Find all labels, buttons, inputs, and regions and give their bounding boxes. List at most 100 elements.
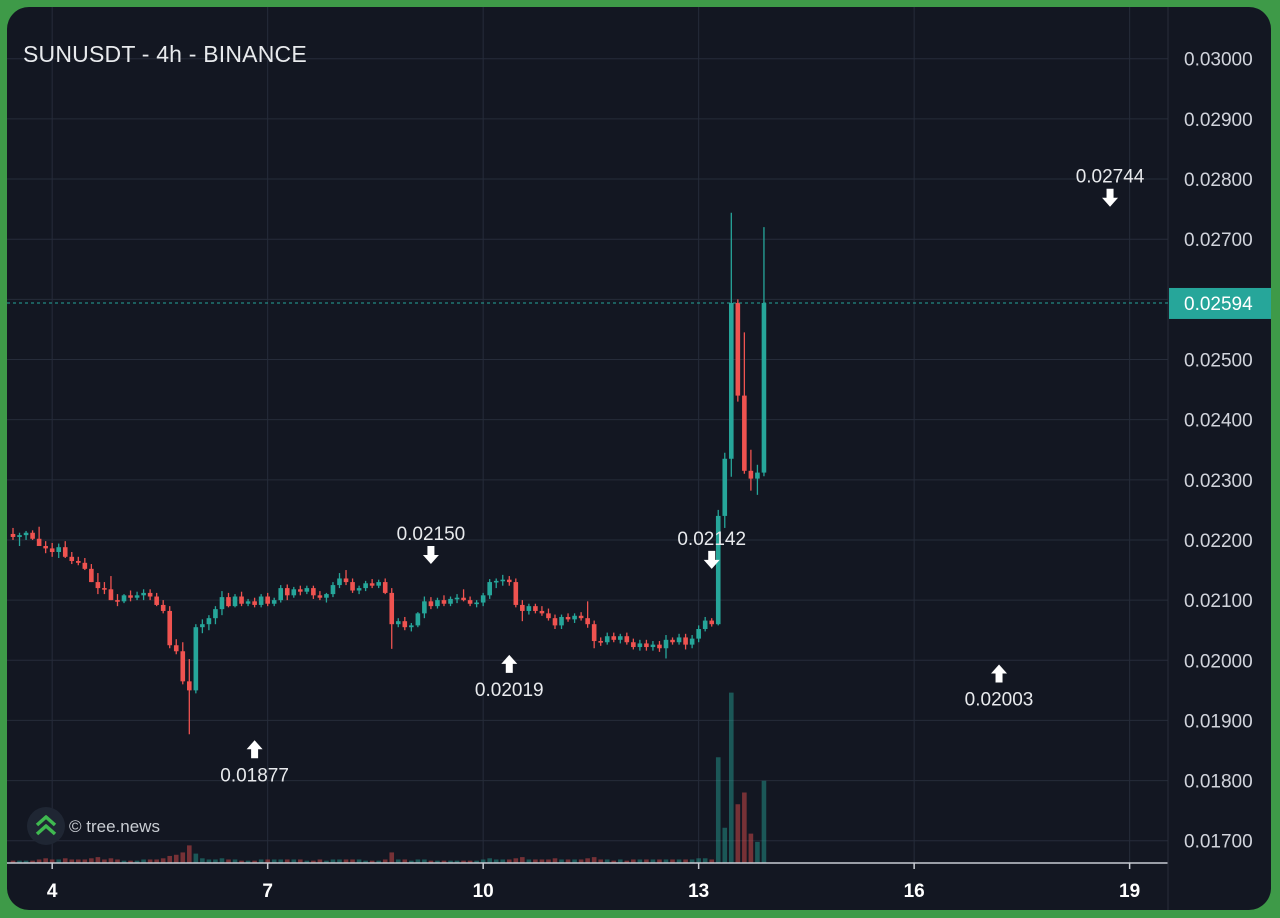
- candle: [200, 619, 205, 634]
- y-tick-label: 0.02400: [1184, 411, 1253, 432]
- candle-body: [173, 645, 179, 652]
- candle: [611, 632, 617, 643]
- candle-body: [369, 583, 375, 586]
- x-tick-label: 10: [473, 881, 494, 902]
- volume-bar: [239, 860, 244, 863]
- volume-bar: [637, 859, 643, 863]
- candle-body: [23, 532, 29, 536]
- candle-body: [298, 589, 303, 592]
- candle-body: [121, 595, 127, 602]
- candle-body: [389, 592, 395, 625]
- volume-bar: [591, 857, 597, 863]
- volume-bar: [552, 858, 558, 863]
- candle-body: [689, 638, 695, 645]
- volume-bar: [134, 860, 140, 863]
- candle: [533, 603, 538, 614]
- candle-body: [343, 578, 349, 583]
- candle-body: [17, 535, 22, 537]
- candle: [467, 596, 473, 607]
- x-tick-label: 4: [47, 881, 58, 902]
- candle-body: [291, 589, 297, 596]
- volume-bar: [23, 860, 29, 863]
- candle: [134, 591, 140, 601]
- candle: [637, 639, 643, 651]
- volume-bar: [657, 859, 662, 863]
- volume-bar: [467, 860, 473, 863]
- candle: [539, 606, 545, 616]
- volume-bar: [435, 860, 440, 863]
- volume-bar: [278, 859, 284, 863]
- volume-bar: [180, 852, 186, 863]
- volume-bar: [252, 860, 257, 863]
- volume-bar: [520, 857, 525, 863]
- volume-bar: [330, 859, 336, 863]
- candle: [330, 582, 336, 598]
- annotation-label: 0.02019: [475, 680, 544, 701]
- candle-body: [552, 618, 558, 626]
- volume-bar: [546, 859, 551, 863]
- y-tick-label: 0.02900: [1184, 110, 1253, 131]
- candle: [624, 632, 630, 645]
- candle-body: [500, 579, 506, 582]
- candle: [395, 618, 401, 628]
- candle: [239, 591, 244, 607]
- candles: [10, 212, 767, 735]
- candle-body: [644, 643, 649, 648]
- volume-bar: [748, 833, 754, 863]
- candle-body: [729, 302, 734, 459]
- candle: [722, 452, 728, 528]
- candle: [441, 595, 447, 607]
- candle-body: [376, 582, 381, 586]
- candle-body: [382, 582, 388, 593]
- candle-body: [187, 681, 192, 691]
- candle-body: [539, 610, 545, 614]
- candle: [487, 579, 492, 599]
- candle-body: [598, 641, 603, 643]
- candle: [278, 585, 284, 603]
- candle: [702, 616, 708, 632]
- candle: [23, 530, 29, 540]
- candle-body: [474, 602, 479, 605]
- tree-news-logo: [27, 807, 65, 845]
- candle-body: [650, 644, 656, 648]
- candle-body: [748, 470, 754, 479]
- candle-body: [742, 395, 747, 471]
- volume-bar: [742, 792, 747, 863]
- candle-body: [546, 613, 551, 619]
- chart-title: SUNUSDT - 4h - BINANCE: [23, 41, 307, 67]
- volume-bars: [10, 692, 767, 863]
- candle-body: [709, 620, 715, 625]
- candle: [683, 633, 688, 650]
- volume-bar: [10, 860, 16, 863]
- candle: [689, 635, 695, 649]
- volume-bar: [474, 860, 479, 863]
- volume-bar: [102, 859, 107, 863]
- candle-body: [363, 583, 368, 589]
- candle-body: [761, 302, 767, 473]
- candle-body: [128, 595, 133, 598]
- candle: [187, 659, 192, 735]
- candle-body: [415, 613, 421, 626]
- volume-bar: [311, 860, 316, 863]
- candlestick-chart[interactable]: 0.01877 0.02150 0.02019 0.02142 0.02003 0.027…: [7, 7, 1271, 910]
- candle-body: [520, 604, 525, 611]
- candle: [409, 622, 414, 632]
- annotation-label: 0.01877: [220, 765, 289, 786]
- volume-bar: [284, 859, 290, 863]
- volume-bar: [487, 858, 492, 863]
- volume-bar: [533, 859, 538, 863]
- candle: [572, 613, 577, 623]
- candle: [343, 570, 349, 586]
- y-tick-label: 0.02800: [1184, 170, 1253, 191]
- volume-bar: [663, 859, 669, 863]
- candle: [167, 606, 173, 649]
- candle: [141, 589, 146, 601]
- volume-bar: [232, 859, 238, 863]
- candle-body: [89, 568, 94, 583]
- candle: [49, 542, 55, 557]
- candle: [180, 642, 186, 685]
- volume-bar: [324, 860, 329, 863]
- annotation: 0.01877: [220, 740, 289, 786]
- candle: [69, 552, 75, 565]
- candle: [598, 637, 603, 646]
